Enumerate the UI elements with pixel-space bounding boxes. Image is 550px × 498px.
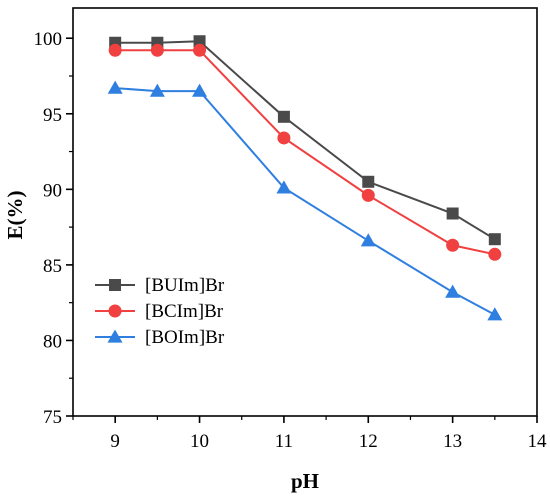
y-tick-label: 85 — [43, 256, 62, 277]
data-point — [277, 110, 290, 123]
series-layer — [107, 35, 503, 321]
data-point — [488, 247, 502, 261]
data-point — [193, 35, 206, 48]
x-tick-label: 10 — [190, 431, 209, 452]
plot-border — [72, 7, 538, 417]
y-axis-title: E(%) — [3, 191, 27, 240]
legend: [BUIm]Br [BCIm]Br [BOIm]Br — [95, 275, 225, 348]
series-0 — [109, 35, 501, 246]
data-point — [277, 131, 291, 145]
legend-marker — [108, 304, 122, 318]
legend-item: [BUIm]Br — [95, 275, 225, 296]
x-axis: 9 10 11 12 13 14 — [72, 416, 548, 452]
legend-item: [BOIm]Br — [95, 327, 225, 348]
legend-label: [BCIm]Br — [145, 301, 224, 322]
legend-label: [BUIm]Br — [145, 275, 225, 296]
x-axis-title: pH — [291, 469, 319, 493]
series-line — [115, 40, 496, 241]
data-point — [108, 43, 122, 57]
data-point — [150, 43, 164, 57]
data-point — [276, 180, 292, 194]
y-axis: 75 80 85 90 95 100 — [34, 29, 73, 428]
plot-frame — [72, 7, 538, 417]
data-point — [193, 43, 207, 57]
legend-marker — [107, 329, 123, 343]
data-point — [362, 175, 375, 188]
data-point — [488, 233, 501, 246]
x-tick-label: 14 — [528, 431, 548, 452]
data-point — [446, 207, 459, 220]
x-tick-label: 11 — [275, 431, 293, 452]
data-point — [360, 233, 376, 247]
data-point — [149, 83, 165, 97]
x-tick-label: 13 — [443, 431, 462, 452]
legend-item: [BCIm]Br — [95, 301, 224, 322]
data-point — [445, 284, 461, 298]
x-tick-label: 12 — [359, 431, 378, 452]
series-line — [115, 49, 496, 256]
data-point — [487, 307, 503, 321]
y-tick-label: 95 — [43, 105, 62, 126]
y-tick-label: 90 — [43, 180, 62, 201]
y-tick-label: 80 — [43, 331, 62, 352]
series-1 — [108, 43, 502, 261]
data-point — [446, 238, 460, 252]
y-tick-label: 100 — [34, 29, 63, 50]
legend-marker — [109, 279, 121, 291]
x-tick-label: 9 — [110, 431, 120, 452]
data-point — [361, 188, 375, 202]
y-tick-label: 75 — [43, 407, 62, 428]
data-point — [107, 80, 123, 94]
series-2 — [107, 80, 503, 321]
data-point — [192, 83, 208, 97]
legend-label: [BOIm]Br — [145, 327, 225, 348]
